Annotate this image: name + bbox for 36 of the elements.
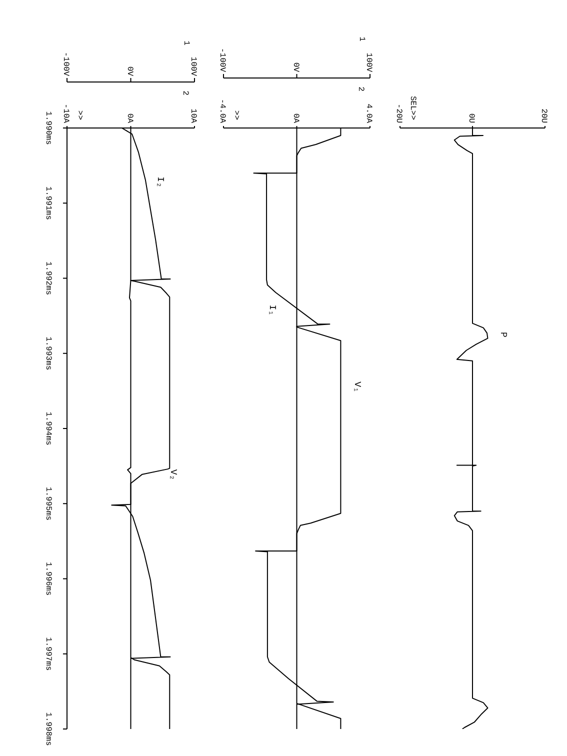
y-tick-label: 1.997ms (43, 637, 52, 671)
x2-tick-label: 100V (188, 56, 198, 76)
x-tick-label: -4.0A (218, 98, 227, 124)
x2-tick-label: 0V (124, 66, 134, 76)
x-tick-label: -20U (394, 104, 404, 124)
x-tick-label: 0A (290, 113, 300, 124)
x-tick-label: 4.0A (364, 104, 374, 124)
x-tick-label: 20U (539, 108, 548, 124)
y-tick-label: 1.990ms (43, 111, 52, 145)
y-tick-label: 1.996ms (43, 562, 52, 596)
text: SEL>> (408, 96, 418, 120)
x2-axis-title: 1 (358, 36, 366, 42)
text: >> (232, 110, 241, 120)
x2-tick-label: 0V (290, 62, 300, 72)
text: >> (76, 110, 84, 120)
text: 2 (356, 86, 366, 92)
y-tick-label: 1.992ms (43, 261, 52, 296)
y-tick-label: 1.993ms (43, 336, 52, 370)
y-tick-label: 1.994ms (43, 412, 52, 446)
text: I₂ (155, 176, 166, 188)
x-tick-label: 0A (124, 113, 134, 124)
x-tick-label: 0U (466, 113, 476, 124)
text: 2 (181, 90, 190, 96)
x2-tick-label: -100V (218, 48, 227, 72)
y-tick-label: 1.995ms (43, 486, 52, 521)
y-tick-label: 1.998ms (43, 712, 52, 746)
text: P (498, 332, 508, 338)
x2-axis-title: 1 (182, 40, 191, 46)
text: V₁ (352, 382, 362, 392)
text: V₂ (168, 469, 178, 480)
y-tick-label: 1.991ms (43, 186, 52, 220)
x-tick-label: -10A (61, 104, 70, 124)
x2-tick-label: -100V (61, 52, 70, 76)
text: I₁ (266, 304, 277, 316)
x-tick-label: 10A (188, 108, 198, 124)
x2-tick-label: 100V (364, 52, 374, 72)
